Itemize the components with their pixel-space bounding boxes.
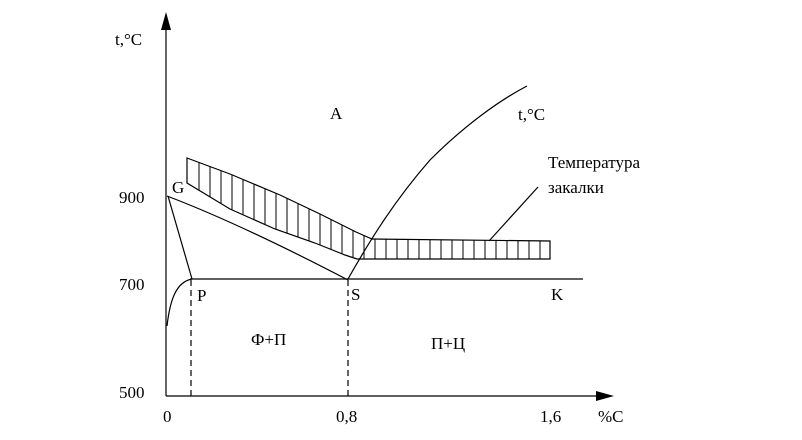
annotation-line-1: Температура xyxy=(548,153,640,172)
quench-temperature-band xyxy=(186,157,551,260)
region-ferrite-pearlite-label: Ф+П xyxy=(251,330,286,349)
annotation-line-2: закалки xyxy=(548,178,604,197)
y-tick-900: 900 xyxy=(119,188,145,207)
annotation-pointer-line xyxy=(488,186,539,242)
point-k-label: K xyxy=(551,285,564,304)
x-tick-0-8: 0,8 xyxy=(336,407,357,426)
p-solubility-curve xyxy=(166,278,193,327)
region-austenite-label: A xyxy=(330,104,343,123)
es-curve-label: t,°C xyxy=(518,105,545,124)
x-tick-1-6: 1,6 xyxy=(540,407,561,426)
point-s-label: S xyxy=(351,285,360,304)
gp-line xyxy=(167,195,193,280)
y-tick-700: 700 xyxy=(119,275,145,294)
region-pearlite-cementite-label: П+Ц xyxy=(431,334,465,353)
y-axis-label: t,°C xyxy=(115,30,142,49)
y-axis-arrow xyxy=(161,12,171,30)
quench-band-hatching xyxy=(198,162,541,259)
x-axis-label: %C xyxy=(598,407,624,426)
point-p-label: P xyxy=(197,286,206,305)
es-curve xyxy=(347,85,528,280)
x-axis-arrow xyxy=(596,391,614,401)
gs-line xyxy=(166,195,349,281)
point-g-label: G xyxy=(172,178,184,197)
x-tick-0: 0 xyxy=(163,407,172,426)
y-tick-500: 500 xyxy=(119,383,145,402)
